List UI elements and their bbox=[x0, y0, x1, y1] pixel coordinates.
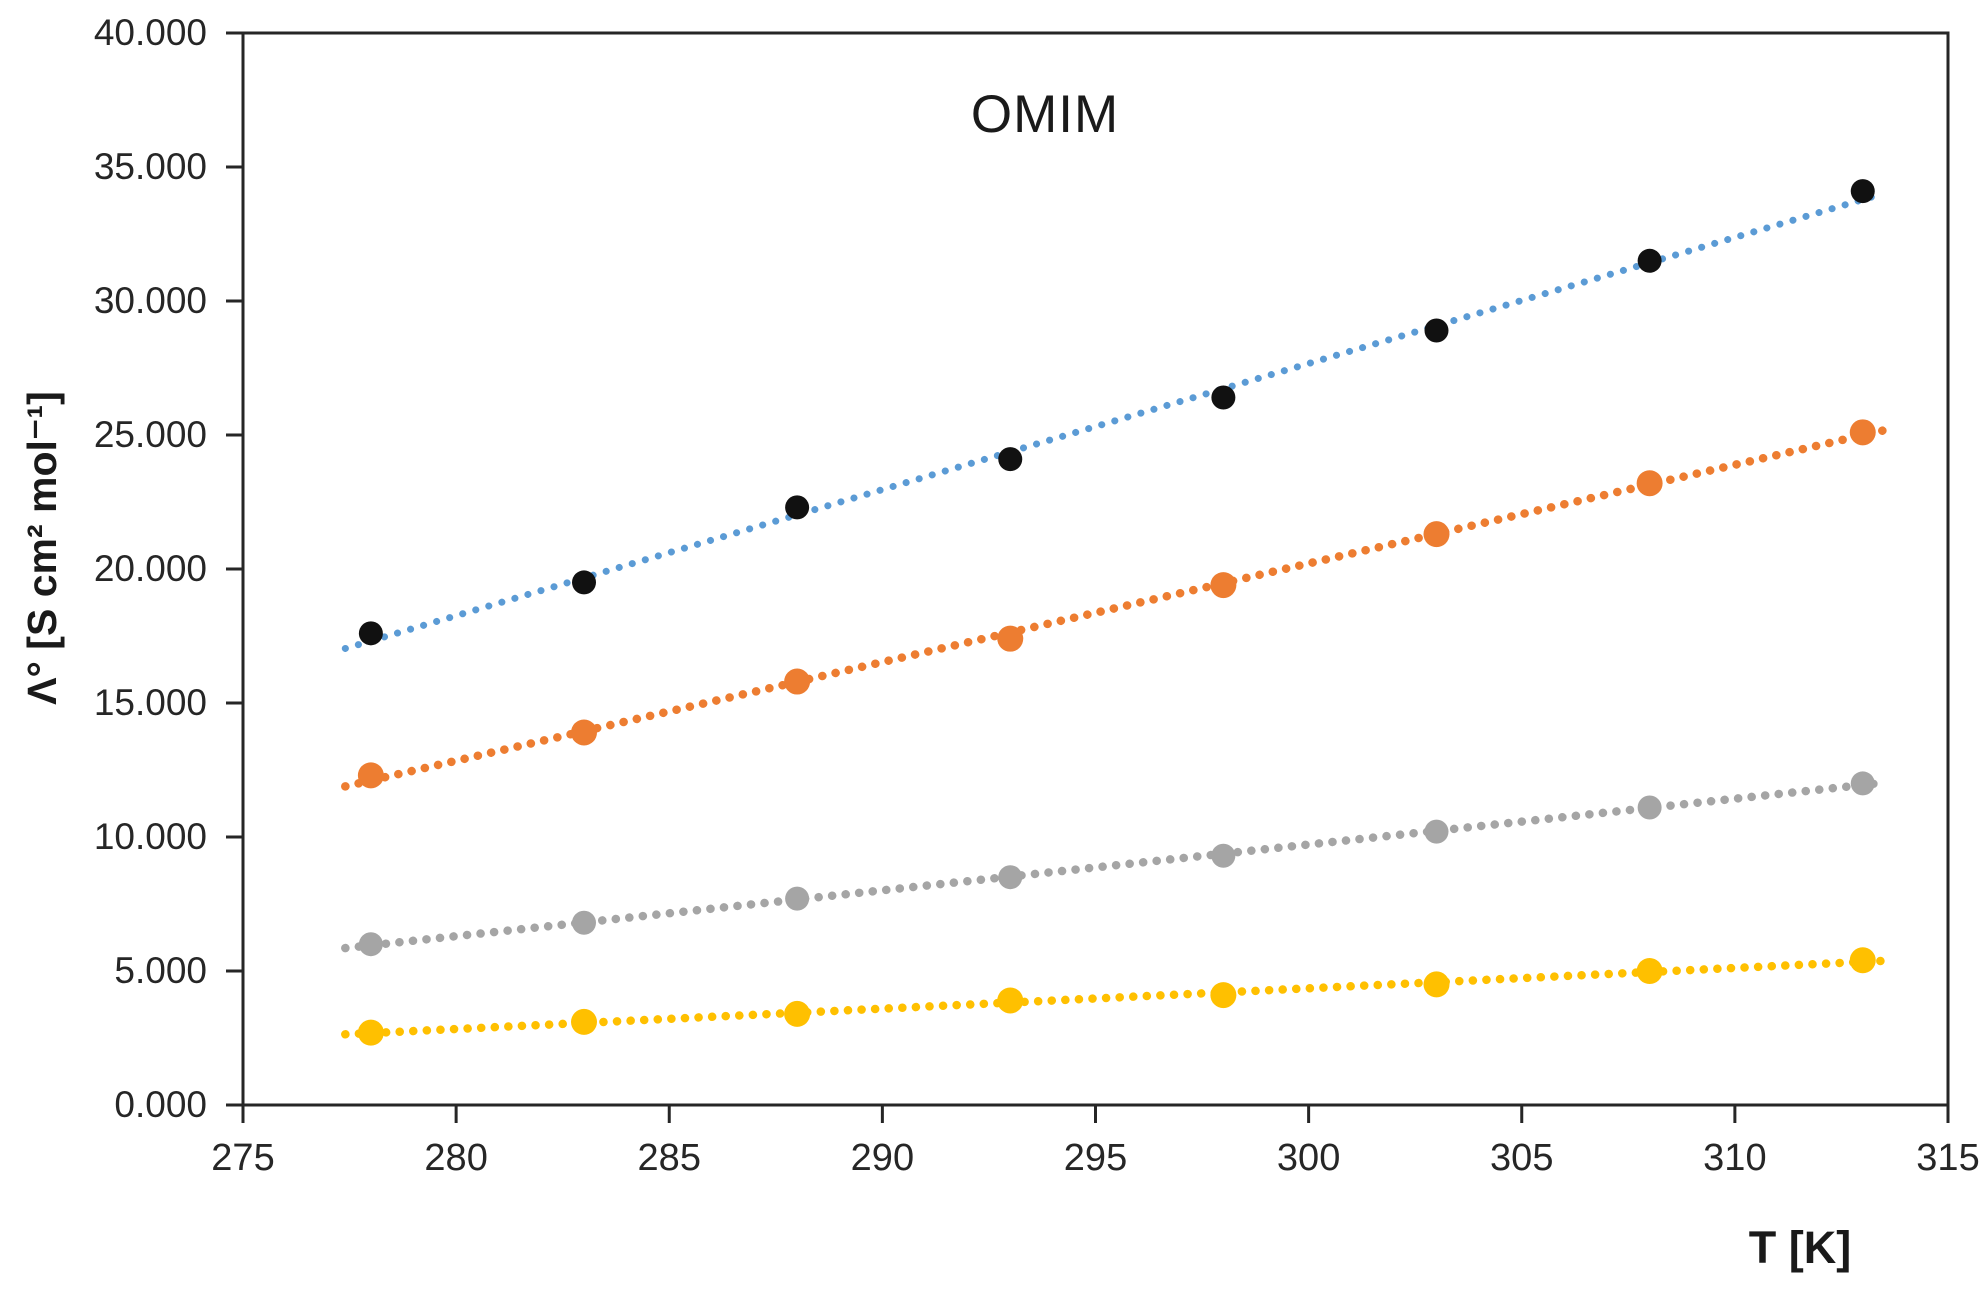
trendline-series-orange bbox=[341, 426, 1889, 791]
data-point-series-black bbox=[1850, 179, 1875, 204]
data-point-series-black bbox=[785, 495, 810, 520]
data-point-series-gray bbox=[1211, 843, 1236, 868]
y-tick-label: 10.000 bbox=[93, 816, 207, 857]
y-tick-label: 15.000 bbox=[93, 682, 207, 723]
data-point-series-gray bbox=[572, 910, 596, 935]
data-point-series-yellow bbox=[784, 1000, 811, 1027]
y-tick-label: 35.000 bbox=[93, 146, 207, 187]
data-point-series-gray bbox=[785, 886, 810, 911]
x-tick-label: 315 bbox=[1916, 1137, 1980, 1179]
data-point-series-black bbox=[1637, 248, 1662, 273]
data-point-series-orange bbox=[1636, 470, 1663, 497]
x-tick-label: 285 bbox=[637, 1137, 701, 1179]
data-point-series-yellow bbox=[1849, 947, 1876, 974]
data-point-series-gray bbox=[998, 865, 1023, 890]
data-point-series-gray bbox=[358, 932, 383, 957]
data-point-series-black bbox=[998, 447, 1023, 472]
data-point-series-orange bbox=[1849, 419, 1876, 446]
y-tick-label: 5.000 bbox=[114, 950, 207, 991]
chart-title: OMIM bbox=[970, 85, 1120, 144]
data-point-series-gray bbox=[1850, 771, 1875, 796]
data-point-series-gray bbox=[1424, 819, 1449, 844]
trendline-series-gray bbox=[341, 778, 1889, 953]
data-point-series-yellow bbox=[1210, 982, 1237, 1009]
x-tick-label: 280 bbox=[424, 1137, 488, 1179]
data-point-series-black bbox=[358, 621, 383, 646]
y-tick-label: 25.000 bbox=[93, 414, 207, 455]
plot-border bbox=[241, 31, 1950, 1107]
data-point-series-orange bbox=[997, 625, 1024, 652]
data-point-series-yellow bbox=[1423, 971, 1450, 998]
x-tick-label: 290 bbox=[850, 1137, 915, 1179]
data-point-series-black bbox=[1424, 318, 1449, 343]
data-point-series-yellow bbox=[1636, 958, 1663, 984]
data-point-series-orange bbox=[571, 719, 597, 746]
x-tick-label: 310 bbox=[1703, 1137, 1767, 1179]
x-tick-label: 275 bbox=[211, 1137, 275, 1179]
data-point-series-yellow bbox=[571, 1008, 597, 1035]
x-tick-label: 305 bbox=[1490, 1137, 1554, 1179]
y-tick-label: 20.000 bbox=[93, 548, 207, 589]
y-tick-label: 0.000 bbox=[114, 1084, 207, 1125]
y-tick-label: 30.000 bbox=[93, 280, 207, 321]
data-point-series-orange bbox=[1423, 521, 1450, 548]
x-tick-label: 300 bbox=[1276, 1137, 1341, 1179]
trendline-series-black bbox=[341, 189, 1888, 652]
data-point-series-yellow bbox=[997, 987, 1024, 1014]
x-tick-label: 295 bbox=[1063, 1137, 1128, 1179]
trendline-series-yellow bbox=[341, 956, 1889, 1039]
data-point-series-orange bbox=[784, 668, 811, 695]
data-point-series-gray bbox=[1637, 795, 1662, 820]
data-point-series-orange bbox=[357, 762, 384, 789]
x-axis-label: T [K] bbox=[1748, 1222, 1852, 1273]
data-point-series-yellow bbox=[357, 1019, 384, 1046]
y-tick-label: 40.000 bbox=[93, 12, 207, 53]
data-point-series-black bbox=[1211, 385, 1236, 410]
data-point-series-black bbox=[572, 570, 596, 595]
data-point-series-orange bbox=[1210, 572, 1237, 599]
